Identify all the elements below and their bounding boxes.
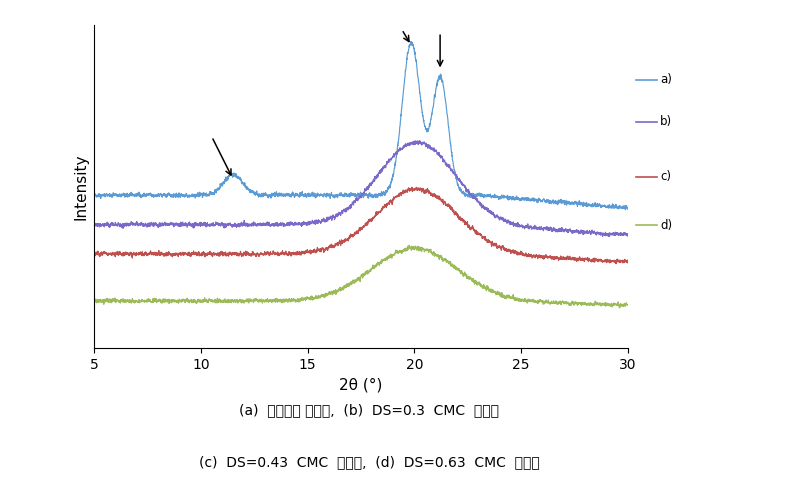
Text: d): d) xyxy=(660,219,672,232)
Text: (a)  비스코스 레이온,  (b)  DS=0.3  CMC  부직포: (a) 비스코스 레이온, (b) DS=0.3 CMC 부직포 xyxy=(239,403,499,417)
Y-axis label: Intensity: Intensity xyxy=(74,153,89,220)
Text: a): a) xyxy=(660,73,672,86)
Text: c): c) xyxy=(660,170,671,183)
Text: (c)  DS=0.43  CMC  부직포,  (d)  DS=0.63  CMC  부직포: (c) DS=0.43 CMC 부직포, (d) DS=0.63 CMC 부직포 xyxy=(199,455,539,469)
X-axis label: 2θ (°): 2θ (°) xyxy=(339,377,383,392)
Text: b): b) xyxy=(660,115,672,128)
